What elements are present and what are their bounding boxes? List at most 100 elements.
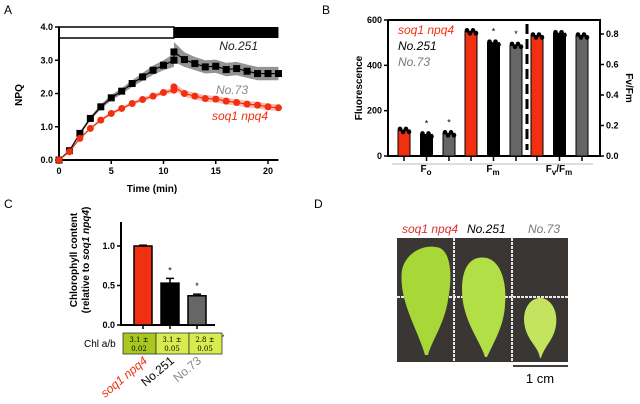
y-axis-label: NPQ	[14, 84, 25, 106]
replicate-dot	[464, 28, 470, 33]
leaf-soq1-npq4	[401, 246, 451, 355]
replicate-dot	[473, 31, 479, 36]
panel-b-fluorescence-chart: Fluorescence Fv/Fm soq1 npq4 No.251 No.7…	[354, 15, 634, 177]
group-label-1: Fm	[486, 164, 499, 177]
replicate-dot	[515, 41, 521, 47]
data-point	[118, 87, 126, 95]
replicate-dot	[403, 126, 409, 132]
replicate-dot	[426, 131, 431, 136]
data-point	[212, 95, 220, 103]
replicate-dot	[487, 39, 492, 44]
x-tick-label: 15	[211, 166, 221, 176]
y-tick-label: 0.5	[102, 281, 115, 291]
replicate-dot	[518, 44, 524, 50]
leaf-no73	[524, 297, 557, 358]
replicate-dot	[536, 32, 542, 37]
photo-label-no73: No.73	[528, 222, 560, 236]
y-axis-label: Fluorescence	[354, 55, 365, 120]
replicate-dot	[496, 42, 501, 47]
replicate-dot	[559, 29, 564, 35]
data-point	[233, 65, 241, 73]
replicate-dot	[406, 129, 412, 135]
legend-no73: No.73	[216, 83, 248, 97]
y-tick-label: 1.0	[40, 122, 53, 132]
significance-star: *	[425, 118, 429, 128]
y2-tick-label: 0.2	[606, 121, 619, 131]
data-point	[201, 94, 209, 102]
replicate-dot	[581, 32, 587, 37]
y-tick-label: 0.0	[40, 155, 53, 165]
group-label-2: Fv/Fm	[546, 164, 573, 177]
data-point	[128, 80, 136, 88]
replicate-dot	[556, 32, 561, 38]
replicate-dot	[448, 130, 454, 135]
group-label-sub: o	[427, 168, 432, 177]
replicate-dot	[420, 131, 425, 136]
data-point	[107, 94, 115, 102]
data-point	[170, 48, 178, 56]
bar	[464, 30, 478, 157]
data-point	[243, 100, 251, 108]
panel-d-leaf-photo: soq1 npq4 No.251 No.73 1 cm	[397, 222, 568, 386]
chl-ab-label: Chl a/b	[84, 339, 116, 350]
y2-tick-label: 0.6	[606, 60, 619, 70]
data-point	[160, 89, 167, 97]
x-tick-label: 20	[263, 166, 273, 176]
legend-soq1-npq4: soq1 npq4	[398, 23, 454, 37]
bar	[509, 44, 523, 157]
chl-ratio-value: 3.1 ±	[129, 336, 148, 344]
group-label-rest: /F	[556, 164, 565, 175]
replicate-dot	[584, 35, 590, 40]
x-axis-label: Time (min)	[127, 184, 177, 195]
chl-ratio-sd: 0.05	[197, 345, 213, 353]
data-point	[222, 66, 230, 74]
photo-label-no251: No.251	[467, 222, 506, 236]
group-label-0: Fo	[421, 164, 432, 177]
bar	[487, 42, 500, 157]
scale-bar-label: 1 cm	[526, 371, 554, 386]
chl-ratio-cell	[188, 332, 223, 355]
bar	[530, 35, 544, 157]
chl-ratio-sd: 0.02	[131, 345, 147, 353]
legend-no251: No.251	[219, 39, 258, 53]
x-tick-label: 0	[56, 166, 61, 176]
x-tick-label: 10	[158, 166, 168, 176]
leaf-no251	[462, 257, 506, 357]
bar	[133, 245, 153, 326]
panel-letter-b: B	[322, 3, 330, 17]
panel-letter-d: D	[314, 197, 323, 211]
data-point	[118, 104, 126, 112]
data-point	[97, 116, 105, 124]
data-point	[55, 156, 63, 164]
data-point	[139, 73, 147, 81]
replicate-dot	[445, 133, 451, 138]
x-tick-label: 5	[109, 166, 114, 176]
replicate-dot	[451, 133, 457, 138]
data-point	[274, 104, 282, 112]
y2-axis-label: Fv/Fm	[623, 73, 634, 103]
data-point	[243, 67, 251, 75]
data-point	[139, 95, 147, 103]
panel-c-chlorophyll-chart: Chlorophyll content (relative to soq1 np…	[69, 207, 225, 401]
photo-label-soq1-npq4: soq1 npq4	[402, 222, 458, 236]
data-point	[233, 98, 241, 106]
data-point	[274, 70, 282, 78]
legend-no73: No.73	[398, 55, 430, 69]
replicate-dot	[553, 29, 558, 35]
data-point	[264, 103, 272, 111]
group-label-main: F	[486, 164, 492, 175]
data-point	[76, 129, 84, 137]
replicate-dot	[512, 44, 518, 50]
y-label-prefix: (relative to	[81, 260, 92, 313]
bar	[160, 282, 180, 326]
data-point	[191, 92, 199, 100]
replicate-dot	[490, 42, 495, 47]
data-point	[97, 103, 105, 111]
y-tick-label: 3.0	[40, 55, 53, 65]
replicate-dot	[562, 32, 567, 38]
data-point	[149, 92, 157, 100]
legend-no251: No.251	[398, 39, 437, 53]
bar	[553, 32, 566, 157]
data-point	[128, 99, 136, 107]
data-point	[170, 56, 178, 64]
